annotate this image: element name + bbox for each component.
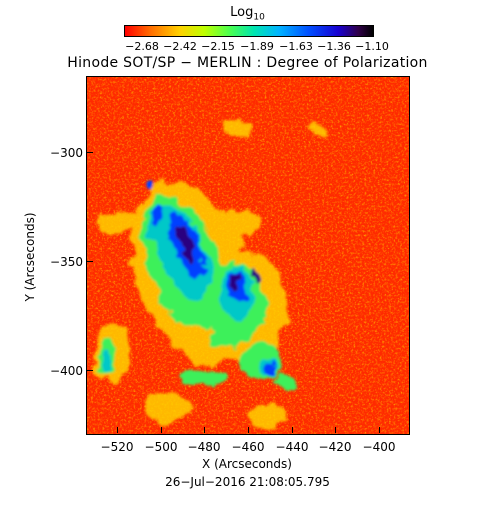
colorbar-tick: −1.10	[355, 40, 389, 53]
x-tick-label: −400	[362, 440, 396, 454]
colorbar-label-main: Log	[230, 5, 254, 20]
y-tick-mark	[87, 370, 93, 371]
x-tick-mark	[204, 427, 205, 433]
y-axis-label: Y (Arcseconds)	[23, 212, 37, 302]
polarization-map-image	[87, 77, 409, 434]
y-tick-label: −350	[50, 255, 83, 269]
observation-timestamp: 26−Jul−2016 21:08:05.795	[165, 475, 330, 489]
x-tick-mark	[292, 427, 293, 433]
colorbar-tick: −1.89	[240, 40, 274, 53]
y-tick-label: −300	[50, 146, 83, 160]
colorbar-tick: −2.42	[163, 40, 197, 53]
colorbar-label: Log10	[0, 5, 495, 23]
y-tick-label: −400	[50, 364, 83, 378]
y-tick-mark	[87, 261, 93, 262]
colorbar	[124, 25, 374, 37]
x-tick-mark	[161, 427, 162, 433]
core-layer	[178, 226, 261, 291]
polarization-features	[94, 117, 327, 429]
x-tick-mark	[335, 427, 336, 433]
chart-title: Hinode SOT/SP − MERLIN : Degree of Polar…	[67, 55, 428, 71]
colorbar-tick: −1.36	[317, 40, 351, 53]
x-tick-mark	[117, 427, 118, 433]
colorbar-tick: −2.15	[201, 40, 235, 53]
y-tick-mark	[87, 152, 93, 153]
colorbar-label-sub: 10	[253, 12, 265, 23]
x-tick-label: −520	[100, 440, 134, 454]
x-tick-mark	[379, 427, 380, 433]
x-tick-label: −460	[231, 440, 265, 454]
polarization-map	[86, 76, 410, 435]
x-tick-mark	[248, 427, 249, 433]
x-axis-label: X (Arcseconds)	[202, 457, 292, 471]
x-tick-label: −440	[275, 440, 309, 454]
x-tick-label: −420	[318, 440, 352, 454]
x-tick-label: −480	[187, 440, 221, 454]
colorbar-tick: −1.63	[279, 40, 313, 53]
colorbar-tick: −2.68	[125, 40, 159, 53]
x-tick-label: −500	[144, 440, 178, 454]
